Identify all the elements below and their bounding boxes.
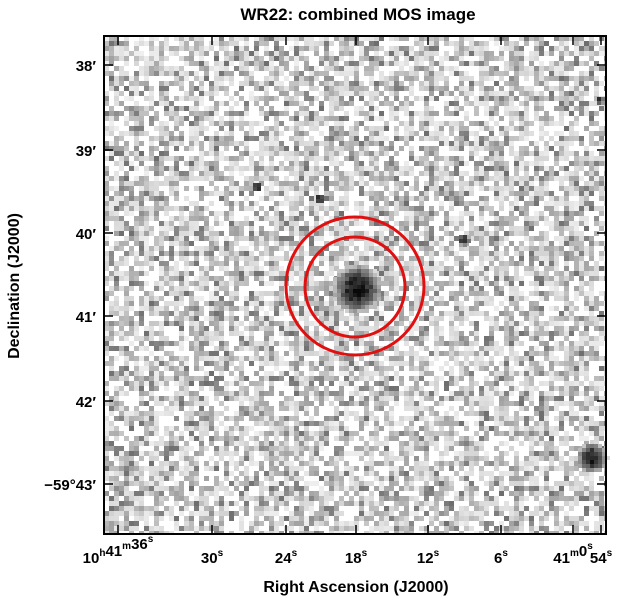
x-tick-label: 18s (345, 548, 368, 567)
x-tick-label: 41m0s (553, 541, 593, 567)
image-sources (253, 97, 610, 476)
faint-source-blob (597, 97, 605, 105)
figure-title: WR22: combined MOS image (240, 5, 475, 24)
y-axis-label: Declination (J2000) (6, 213, 23, 359)
x-tick-label: 6s (494, 548, 508, 567)
x-tick-label: 54s (590, 548, 613, 567)
outer-background-circle (284, 215, 426, 357)
faint-source-blob (316, 195, 324, 203)
x-axis-label: Right Ascension (J2000) (263, 579, 448, 596)
y-tick-label: 41′ (76, 309, 97, 326)
wr22-source-blob (333, 265, 381, 313)
faint-source-blob (253, 183, 261, 191)
y-tick-label: 39′ (76, 143, 97, 160)
y-tick-labels: 38′ 39′ 40′ 41′ 42′ −59°43′ (44, 58, 96, 494)
x-tick-label: 24s (275, 548, 298, 567)
x-tick-label: 10h41m36s (83, 534, 154, 567)
sky-image (104, 36, 610, 534)
x-tick-label: 30s (201, 548, 224, 567)
y-tick-label: 42′ (76, 394, 97, 411)
image-noise (104, 36, 606, 534)
inner-extraction-circle (303, 235, 407, 339)
y-tick-label: 38′ (76, 58, 97, 75)
y-tick-label: −59°43′ (44, 477, 96, 494)
faint-source-blob (459, 235, 471, 247)
secondary-source-blob (574, 440, 610, 476)
x-tick-label: 12s (417, 548, 440, 567)
plot-frame (103, 35, 607, 535)
tick-marks (104, 36, 606, 534)
y-tick-label: 40′ (76, 226, 97, 243)
